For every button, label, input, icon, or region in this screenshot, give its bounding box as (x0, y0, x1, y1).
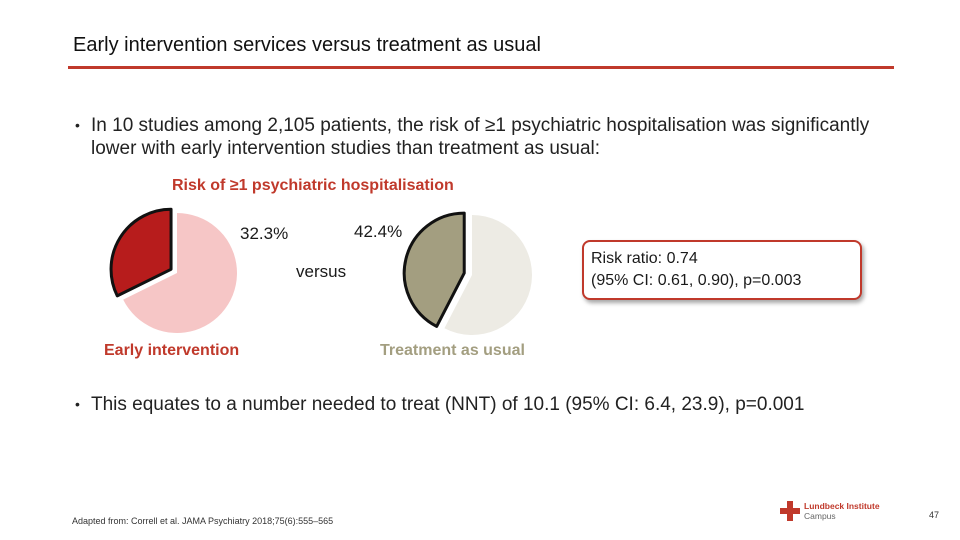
pie-early-intervention (109, 207, 237, 333)
bullet-point-2: • This equates to a number needed to tre… (75, 393, 895, 416)
group-label-early-intervention: Early intervention (104, 342, 240, 359)
pie-label-early-intervention: 32.3% (240, 224, 289, 243)
pie-remainder-early-intervention (123, 213, 237, 333)
chart-title: Risk of ≥1 psychiatric hospitalisation (172, 177, 454, 194)
lundbeck-institute-logo: Lundbeck Institute Campus (780, 500, 900, 522)
risk-ratio-line-2: (95% CI: 0.61, 0.90), p=0.003 (591, 272, 802, 289)
pie-slice-early-intervention (109, 207, 173, 298)
bullet-point-1: • In 10 studies among 2,105 patients, th… (75, 114, 895, 160)
group-label-treatment-as-usual: Treatment as usual (380, 342, 525, 359)
slide-title: Early intervention services versus treat… (73, 34, 541, 56)
logo-mark-icon (780, 501, 800, 521)
pie-remainder-treatment-as-usual (444, 215, 533, 336)
source-citation: Adapted from: Correll et al. JAMA Psychi… (72, 516, 334, 526)
page-number: 47 (929, 510, 940, 520)
risk-ratio-line-1: Risk ratio: 0.74 (591, 250, 698, 267)
bullet-symbol: • (75, 117, 80, 133)
pie-label-treatment-as-usual: 42.4% (354, 222, 403, 241)
bullet-text-1: In 10 studies among 2,105 patients, the … (91, 115, 870, 159)
logo-text-line-1: Lundbeck Institute (804, 501, 880, 511)
title-underline (68, 66, 894, 69)
pie-treatment-as-usual (402, 211, 533, 336)
risk-ratio-callout: Risk ratio: 0.74 (95% CI: 0.61, 0.90), p… (582, 240, 862, 300)
versus-label: versus (296, 262, 347, 281)
logo-text-line-2: Campus (804, 511, 836, 521)
bullet-text-2: This equates to a number needed to treat… (91, 394, 805, 415)
pie-slice-treatment-as-usual (402, 211, 466, 328)
bullet-symbol: • (75, 396, 80, 412)
